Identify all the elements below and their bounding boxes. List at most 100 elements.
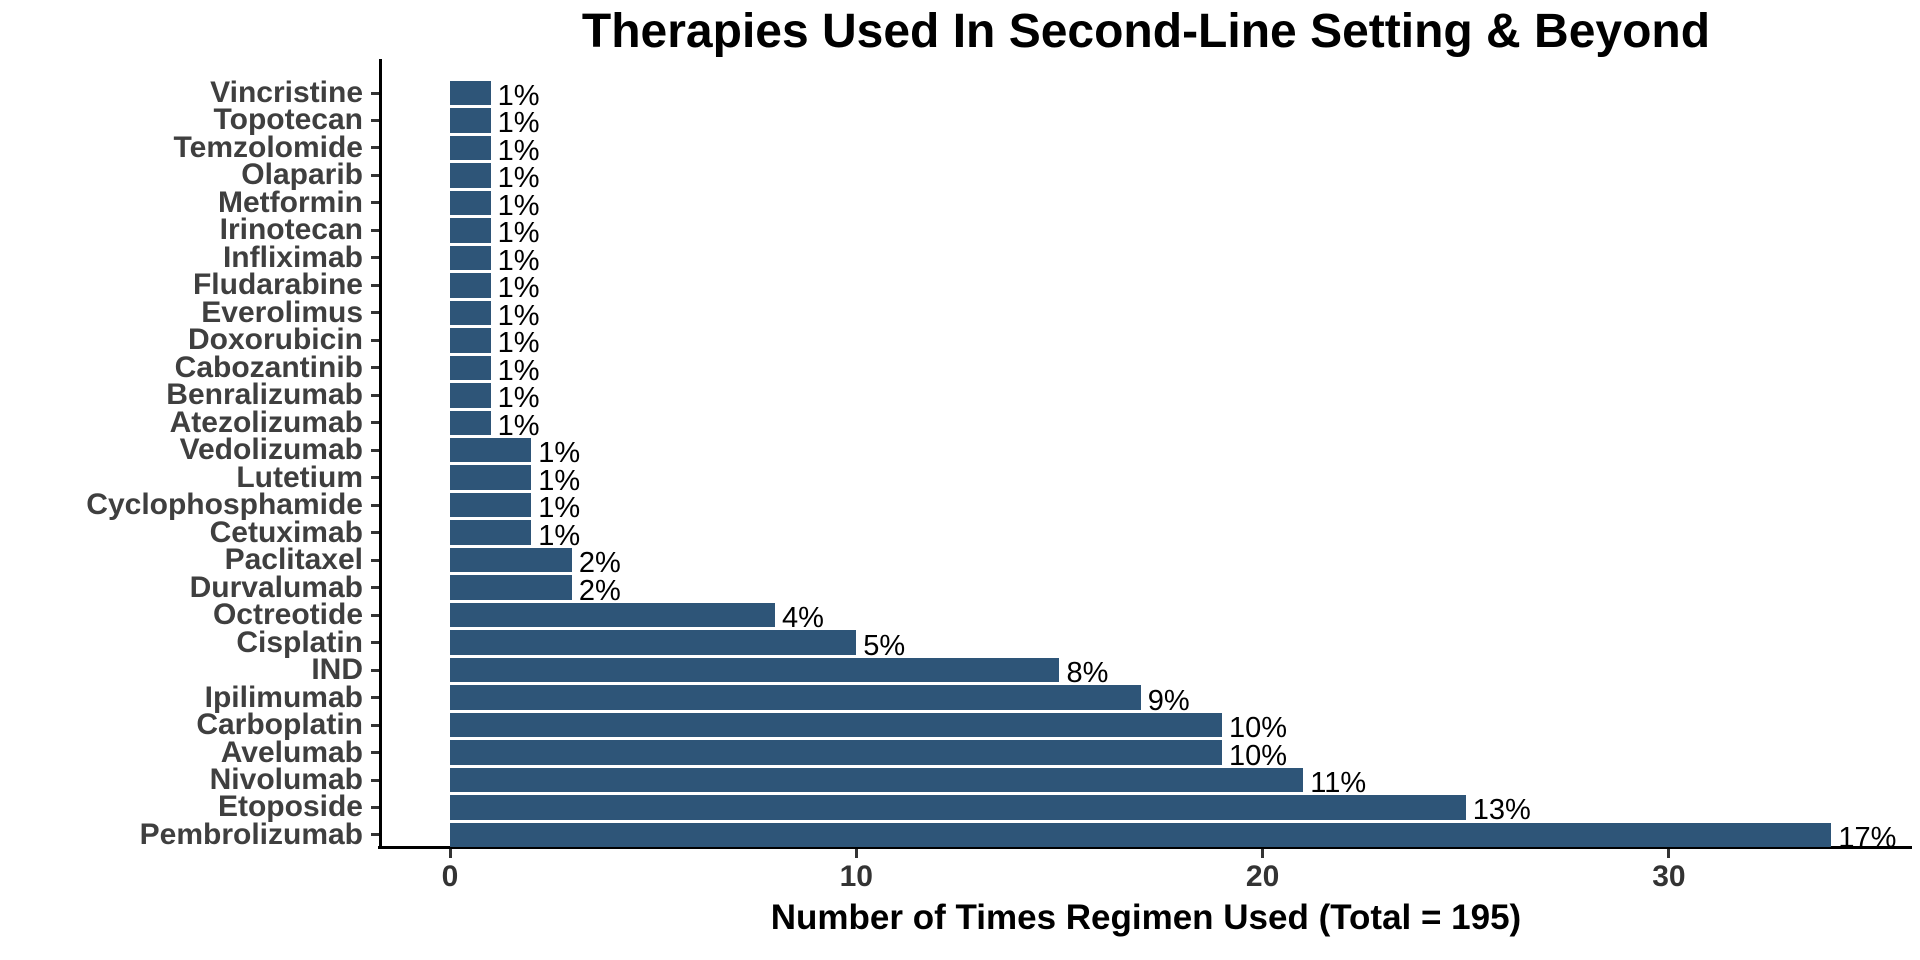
- y-axis-tick: [371, 751, 379, 755]
- bar: [450, 575, 572, 600]
- y-axis-tick: [371, 613, 379, 617]
- y-axis-label: Everolimus: [201, 295, 363, 329]
- y-axis-label: Pembrolizumab: [139, 817, 363, 851]
- y-axis-label: Benralizumab: [166, 378, 363, 412]
- bar-value-label: 1%: [497, 107, 540, 140]
- y-axis-tick: [371, 421, 379, 425]
- bar: [450, 492, 532, 518]
- bar: [450, 383, 491, 408]
- x-axis-tick: [1667, 849, 1671, 858]
- y-axis-label: Durvalumab: [189, 570, 363, 604]
- y-axis-label: Doxorubicin: [187, 323, 363, 357]
- bar-value-label: 2%: [578, 574, 621, 607]
- x-axis-tick: [854, 849, 858, 858]
- y-axis-tick: [371, 91, 379, 95]
- bar: [450, 355, 491, 381]
- bar-value-label: 5%: [863, 629, 906, 662]
- bar-value-label: 1%: [497, 189, 540, 222]
- y-axis-label: Avelumab: [220, 735, 363, 769]
- y-axis-tick: [371, 366, 379, 370]
- x-axis-tick-label: 30: [1652, 860, 1686, 893]
- bar-value-label: 11%: [1310, 767, 1367, 799]
- bar: [450, 795, 1466, 820]
- bar: [450, 437, 532, 463]
- bar-value-label: 1%: [497, 217, 540, 250]
- y-axis-label: Cabozantinib: [174, 350, 363, 384]
- y-axis-tick: [371, 476, 379, 480]
- y-axis-label: Cisplatin: [236, 625, 363, 659]
- y-axis-label: Cetuximab: [209, 515, 363, 549]
- y-axis-label: Metformin: [218, 185, 363, 219]
- bar: [450, 520, 532, 545]
- y-axis-label: Irinotecan: [219, 213, 363, 247]
- bar: [450, 190, 491, 216]
- bar-value-label: 8%: [1066, 657, 1109, 690]
- bar: [450, 685, 1141, 710]
- bar: [450, 245, 491, 271]
- y-axis-tick: [371, 283, 379, 287]
- y-axis-tick: [371, 668, 379, 672]
- bar: [450, 740, 1222, 765]
- bar: [450, 657, 1060, 683]
- y-axis-label: Vedolizumab: [179, 433, 363, 467]
- y-axis-label: Octreotide: [212, 598, 363, 632]
- bar-value-label: 1%: [497, 134, 540, 167]
- y-axis-label: Etoposide: [217, 790, 363, 824]
- y-axis-label: Atezolizumab: [169, 405, 363, 439]
- x-axis-tick-label: 10: [839, 860, 873, 893]
- bar: [450, 135, 491, 161]
- bar-value-label: 1%: [497, 382, 540, 415]
- bar: [450, 822, 1832, 848]
- y-axis-tick: [371, 503, 379, 507]
- bar-value-label: 1%: [497, 299, 540, 332]
- bar-value-label: 1%: [497, 244, 540, 277]
- y-axis-label: Cyclophosphamide: [86, 488, 363, 522]
- bar: [450, 108, 491, 133]
- bar-value-label: 9%: [1147, 684, 1190, 717]
- y-axis-tick: [371, 201, 379, 205]
- x-axis-line: [378, 846, 1912, 849]
- x-axis-tick: [1261, 849, 1265, 858]
- y-axis-label: Topotecan: [213, 103, 363, 137]
- y-axis-tick: [371, 448, 379, 452]
- y-axis-tick: [371, 531, 379, 535]
- bar-value-label: 17%: [1838, 821, 1897, 854]
- bar: [450, 547, 572, 573]
- y-axis-tick: [371, 256, 379, 260]
- chart-title: Therapies Used In Second-Line Setting & …: [581, 5, 1711, 58]
- bar-value-label: 1%: [538, 519, 581, 552]
- bar: [450, 218, 491, 243]
- y-axis-label: Paclitaxel: [224, 543, 363, 577]
- y-axis-label: Infliximab: [222, 240, 363, 274]
- y-axis-tick: [371, 311, 379, 315]
- bar: [450, 465, 532, 490]
- bar: [450, 328, 491, 353]
- bar: [450, 712, 1222, 738]
- y-axis-label: Vincristine: [210, 76, 363, 109]
- y-axis-label: Temzolomide: [173, 130, 363, 164]
- bar: [450, 602, 776, 628]
- y-axis-label: Nivolumab: [209, 763, 363, 796]
- y-axis-tick: [371, 146, 379, 150]
- y-axis-tick: [371, 833, 379, 837]
- y-axis-label: Fludarabine: [192, 268, 363, 302]
- bar-value-label: 2%: [578, 547, 621, 580]
- bar: [450, 80, 491, 106]
- y-axis-tick: [371, 723, 379, 727]
- bar: [450, 300, 491, 326]
- y-axis-label: Ipilimumab: [204, 680, 363, 714]
- bar: [450, 273, 491, 298]
- y-axis-tick: [371, 558, 379, 562]
- y-axis-label: IND: [311, 653, 363, 687]
- y-axis-tick: [371, 228, 379, 232]
- bar: [450, 630, 857, 655]
- bar-value-label: 1%: [497, 162, 540, 195]
- x-axis-title: Number of Times Regimen Used (Total = 19…: [770, 898, 1522, 937]
- bar-value-label: 1%: [497, 327, 540, 360]
- bar-value-label: 1%: [497, 354, 540, 387]
- y-axis-tick: [371, 805, 379, 809]
- y-axis-tick: [371, 118, 379, 122]
- y-axis-tick: [371, 696, 379, 700]
- y-axis-tick: [371, 173, 379, 177]
